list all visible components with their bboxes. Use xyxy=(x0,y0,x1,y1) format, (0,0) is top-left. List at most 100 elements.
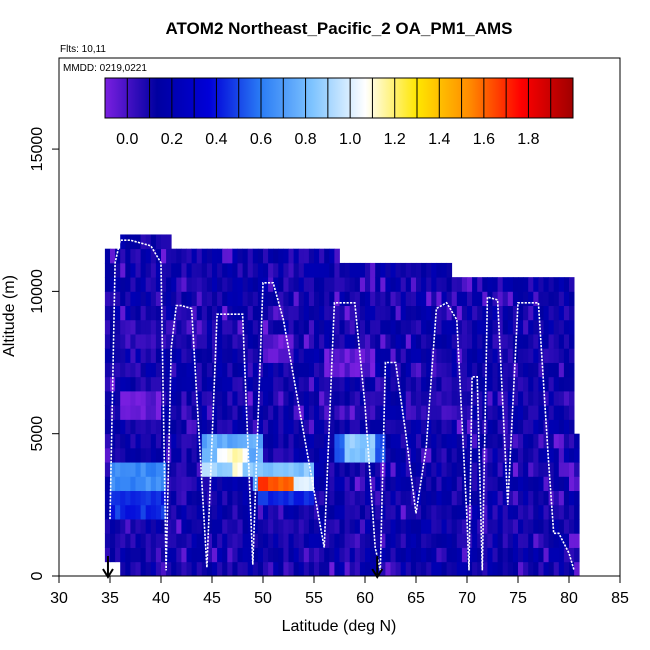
heatmap-cell xyxy=(538,376,544,392)
heatmap-cell xyxy=(543,319,549,335)
heatmap-cell xyxy=(196,334,203,349)
heatmap-cell xyxy=(518,305,524,321)
heatmap-cell xyxy=(191,561,198,577)
heatmap-cell xyxy=(502,376,509,392)
heatmap-cell xyxy=(482,561,488,577)
heatmap-cell xyxy=(227,262,233,278)
heatmap-cell xyxy=(217,419,223,435)
heatmap-cell xyxy=(451,319,458,335)
heatmap-cell xyxy=(110,533,116,548)
heatmap-cell xyxy=(390,533,396,548)
heatmap-cell xyxy=(140,533,147,548)
heatmap-cell xyxy=(115,362,121,378)
heatmap-cell xyxy=(533,490,539,506)
heatmap-cell xyxy=(171,519,177,534)
heatmap-cell xyxy=(140,561,147,577)
heatmap-cell xyxy=(365,319,371,335)
heatmap-cell xyxy=(390,490,396,506)
heatmap-cell xyxy=(497,277,504,292)
heatmap-cell xyxy=(237,391,243,406)
heatmap-cell xyxy=(477,504,483,520)
heatmap-cell xyxy=(191,334,198,349)
heatmap-cell xyxy=(492,533,498,548)
heatmap-cell xyxy=(380,476,386,492)
heatmap-cell xyxy=(365,405,371,420)
heatmap-cell xyxy=(512,291,519,307)
heatmap-cell xyxy=(334,391,340,406)
heatmap-cell xyxy=(186,462,192,477)
heatmap-cell xyxy=(563,547,570,563)
colorbar-tick-label: 0.0 xyxy=(116,131,138,148)
heatmap-cell xyxy=(482,391,488,406)
heatmap-cell xyxy=(405,262,412,278)
heatmap-cell xyxy=(370,533,376,548)
heatmap-cell xyxy=(120,433,126,449)
heatmap-cell xyxy=(247,405,254,420)
heatmap-cell xyxy=(308,319,315,335)
heatmap-cell xyxy=(548,447,555,463)
heatmap-cell xyxy=(186,561,192,577)
heatmap-cell xyxy=(191,447,198,463)
heatmap-cell xyxy=(196,419,203,435)
heatmap-cell xyxy=(461,334,468,349)
heatmap-cell xyxy=(339,391,345,406)
heatmap-cell xyxy=(436,547,442,563)
marker-arrowhead xyxy=(371,568,384,579)
heatmap-cell xyxy=(380,376,386,392)
heatmap-cell xyxy=(375,376,381,392)
heatmap-cell xyxy=(104,504,111,520)
heatmap-cell xyxy=(395,391,402,406)
heatmap-cell xyxy=(298,305,305,321)
heatmap-cell xyxy=(135,533,141,548)
heatmap-cell xyxy=(125,362,131,378)
heatmap-cell xyxy=(222,362,228,378)
heatmap-cell xyxy=(354,391,361,406)
heatmap-cell xyxy=(497,561,504,577)
heatmap-cell xyxy=(528,533,534,548)
heatmap-cell xyxy=(410,533,417,548)
heatmap-cell xyxy=(477,419,483,435)
heatmap-cell xyxy=(528,462,534,477)
heatmap-cell xyxy=(349,362,356,378)
heatmap-cell xyxy=(324,319,330,335)
heatmap-cell xyxy=(349,462,356,477)
heatmap-cell xyxy=(288,391,294,406)
heatmap-cell xyxy=(426,348,432,363)
heatmap-cell xyxy=(339,462,345,477)
heatmap-cell xyxy=(263,419,269,435)
heatmap-cell xyxy=(314,490,320,506)
heatmap-cell xyxy=(171,348,177,363)
heatmap-cell xyxy=(339,262,345,278)
heatmap-cell xyxy=(533,419,539,435)
heatmap-cell xyxy=(482,319,488,335)
heatmap-cell xyxy=(477,490,483,506)
heatmap-cell xyxy=(451,348,458,363)
heatmap-cell xyxy=(467,362,473,378)
heatmap-cell xyxy=(257,305,264,321)
heatmap-cell xyxy=(528,476,534,492)
heatmap-cell xyxy=(171,433,177,449)
heatmap-cell xyxy=(252,533,259,548)
heatmap-cell xyxy=(206,561,213,577)
heatmap-cell xyxy=(385,462,391,477)
heatmap-cell xyxy=(512,462,519,477)
heatmap-cell xyxy=(293,319,300,335)
heatmap-cell xyxy=(201,305,208,321)
heatmap-cell xyxy=(252,391,259,406)
heatmap-cell xyxy=(150,447,157,463)
heatmap-cell xyxy=(206,291,213,307)
heatmap-cell xyxy=(242,547,249,563)
colorbar-ticks: 0.0 0.2 0.4 0.6 0.8 1.0 1.2 1.4 1.6 1.8 xyxy=(116,78,552,148)
heatmap-cell xyxy=(416,262,422,278)
heatmap-cell xyxy=(227,334,233,349)
heatmap-cell xyxy=(334,405,340,420)
heatmap-cell xyxy=(518,405,524,420)
heatmap-cell xyxy=(518,447,524,463)
heatmap-cell xyxy=(400,547,407,563)
heatmap-cell xyxy=(115,433,121,449)
heatmap-cell xyxy=(426,476,432,492)
heatmap-cell xyxy=(497,291,504,307)
heatmap-cell xyxy=(339,362,345,378)
